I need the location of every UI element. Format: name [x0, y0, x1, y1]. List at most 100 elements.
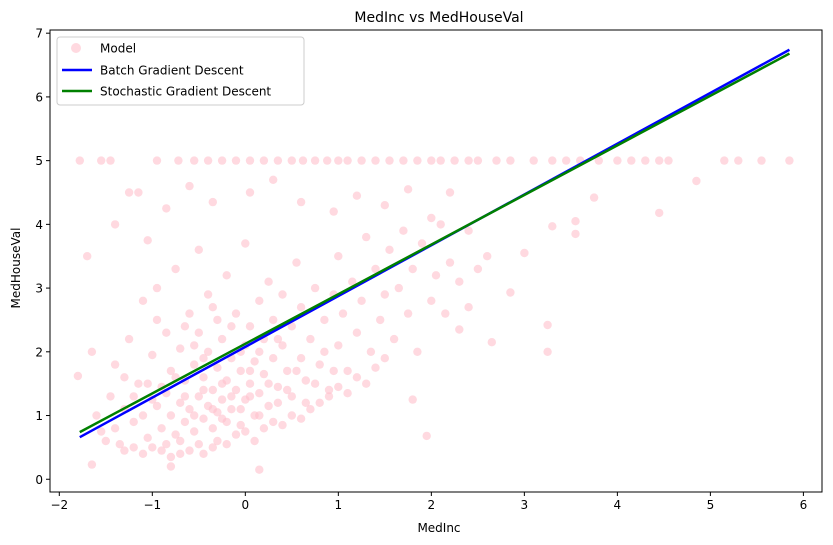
- scatter-point: [320, 347, 329, 356]
- scatter-point: [245, 379, 255, 388]
- scatter-point: [445, 258, 455, 267]
- scatter-point: [236, 405, 245, 414]
- scatter-point: [217, 414, 227, 423]
- x-tick-label: 3: [521, 498, 529, 512]
- scatter-point: [301, 398, 310, 407]
- scatter-point: [176, 344, 185, 353]
- scatter-point: [255, 411, 264, 420]
- scatter-point: [185, 405, 194, 414]
- scatter-point: [296, 303, 306, 312]
- scatter-point: [315, 360, 324, 369]
- scatter-point: [171, 264, 180, 274]
- scatter-point: [124, 334, 134, 344]
- scatter-point: [176, 398, 185, 407]
- scatter-point: [734, 156, 743, 165]
- scatter-point: [324, 385, 334, 395]
- scatter-point: [176, 449, 185, 458]
- scatter-point: [110, 424, 120, 433]
- scatter-point: [120, 446, 129, 455]
- scatter-point: [385, 245, 394, 254]
- scatter-point: [157, 424, 166, 433]
- scatter-point: [166, 462, 176, 471]
- scatter-point: [548, 222, 557, 231]
- scatter-point: [148, 350, 157, 360]
- chart-title: MedInc vs MedHouseVal: [354, 10, 523, 26]
- x-tick-label: 2: [428, 498, 436, 512]
- scatter-point: [129, 392, 138, 401]
- scatter-point: [352, 328, 362, 337]
- scatter-point: [152, 283, 162, 293]
- y-tick-label: 2: [35, 345, 43, 359]
- plot-frame: [49, 29, 823, 493]
- scatter-point: [241, 427, 250, 436]
- scatter-point: [427, 156, 436, 165]
- scatter-point: [255, 465, 264, 474]
- scatter-point: [250, 357, 259, 366]
- scatter-points: [73, 156, 794, 474]
- scatter-point: [310, 379, 320, 388]
- scatter-point: [320, 315, 329, 325]
- scatter-point: [222, 440, 231, 449]
- legend: Model Batch Gradient Descent Stochastic …: [56, 36, 305, 106]
- scatter-point: [97, 427, 106, 436]
- scatter-point: [245, 392, 255, 401]
- scatter-point: [376, 315, 385, 325]
- scatter-point: [417, 239, 427, 248]
- scatter-point: [203, 347, 213, 356]
- scatter-point: [110, 220, 120, 229]
- scatter-point: [408, 264, 417, 274]
- scatter-point: [152, 315, 162, 325]
- scatter-point: [190, 156, 199, 165]
- scatter-point: [757, 156, 766, 165]
- stochastic-gradient-descent-line: [79, 52, 791, 434]
- scatter-point: [283, 385, 292, 395]
- scatter-point: [692, 176, 701, 186]
- scatter-point: [157, 446, 166, 455]
- scatter-point: [222, 271, 231, 280]
- scatter-point: [162, 204, 171, 213]
- scatter-point: [208, 303, 217, 312]
- scatter-point: [217, 395, 227, 404]
- scatter-point: [162, 328, 171, 337]
- scatter-point: [720, 156, 729, 165]
- scatter-point: [455, 325, 464, 334]
- scatter-point: [310, 283, 320, 293]
- scatter-point: [199, 385, 208, 395]
- scatter-point: [394, 283, 403, 293]
- scatter-point: [385, 156, 394, 165]
- y-tick-label: 0: [35, 473, 43, 487]
- x-axis-label: MedInc: [417, 521, 460, 535]
- scatter-point: [366, 347, 376, 356]
- scatter-point: [97, 156, 106, 165]
- scatter-point: [87, 460, 97, 469]
- scatter-point: [83, 252, 92, 261]
- scatter-point: [180, 322, 190, 331]
- scatter-point: [292, 258, 301, 267]
- scatter-point: [208, 443, 217, 452]
- scatter-point: [450, 156, 459, 165]
- scatter-point: [403, 309, 413, 318]
- scatter-point: [380, 354, 389, 363]
- scatter-point: [427, 296, 436, 305]
- scatter-point: [87, 347, 97, 356]
- scatter-point: [162, 440, 171, 449]
- scatter-point: [436, 156, 445, 165]
- scatter-point: [227, 392, 236, 401]
- scatter-point: [269, 175, 278, 184]
- scatter-point: [287, 156, 296, 165]
- scatter-point: [287, 322, 296, 331]
- scatter-point: [115, 440, 125, 449]
- scatter-point: [171, 430, 180, 439]
- scatter-point: [455, 277, 464, 286]
- scatter-point: [190, 341, 199, 350]
- scatter-point: [273, 156, 283, 165]
- scatter-point: [259, 424, 269, 433]
- scatter-point: [213, 436, 222, 446]
- scatter-point: [166, 452, 176, 462]
- scatter-point: [129, 443, 138, 452]
- scatter-point: [194, 392, 203, 401]
- scatter-point: [380, 201, 389, 210]
- scatter-point: [464, 156, 473, 165]
- scatter-point: [413, 347, 422, 356]
